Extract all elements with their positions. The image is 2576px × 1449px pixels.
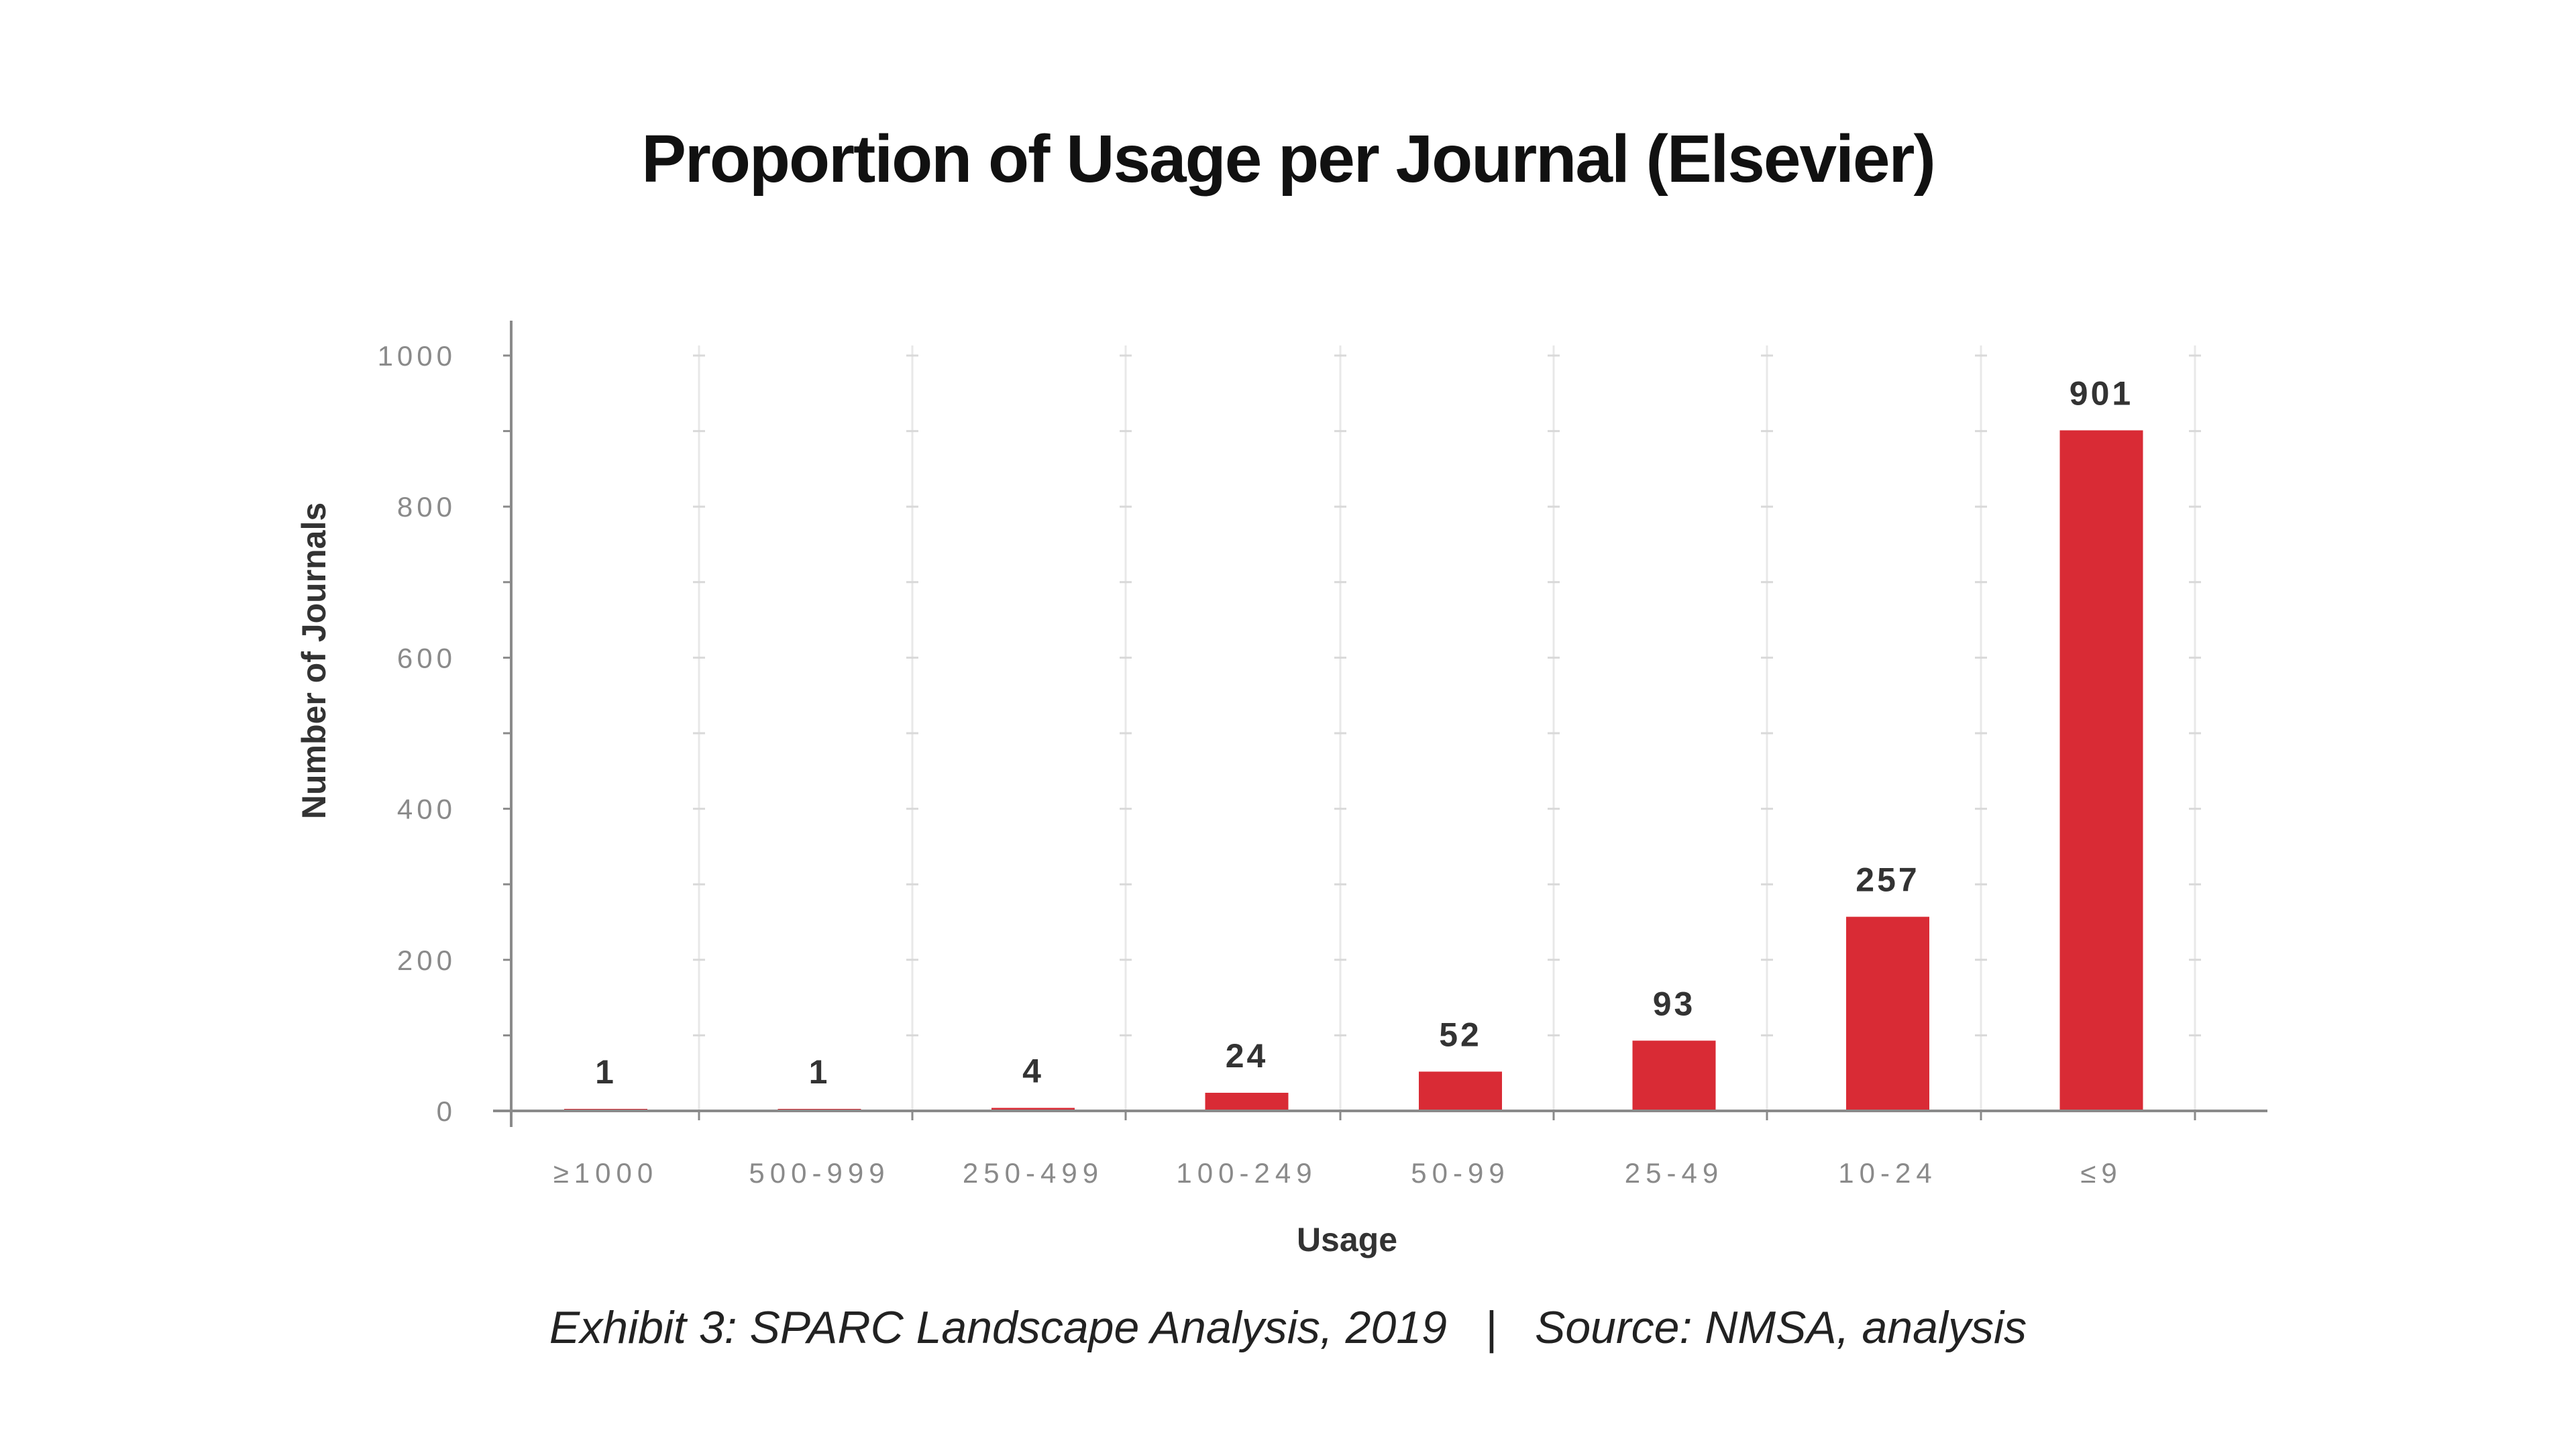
y-tick-label: 400 <box>397 794 456 825</box>
bar <box>1632 1040 1716 1111</box>
bar <box>1205 1092 1289 1111</box>
bar <box>2059 430 2143 1111</box>
caption-exhibit: Exhibit 3: SPARC Landscape Analysis, 201… <box>549 1302 1447 1353</box>
bar-value-label: 52 <box>1439 1016 1482 1053</box>
y-tick-labels: 0 200 400 600 800 1000 <box>378 340 456 1127</box>
x-tick-label: 250-499 <box>963 1157 1104 1189</box>
bars <box>564 430 2143 1111</box>
caption-separator: | <box>1485 1302 1497 1353</box>
caption-source: Source: NMSA, analysis <box>1534 1302 2027 1353</box>
x-tick-label: ≤9 <box>2080 1157 2122 1189</box>
bar-value-label: 1 <box>595 1053 616 1091</box>
x-axis-label: Usage <box>1297 1221 1397 1258</box>
y-tick-label: 1000 <box>378 340 456 372</box>
bar-value-label: 257 <box>1856 861 1919 899</box>
data-labels: 1 1 4 24 52 93 257 901 <box>595 374 2133 1091</box>
y-tick-label: 600 <box>397 642 456 674</box>
grid <box>693 345 2201 1112</box>
x-tick-label: 10-24 <box>1838 1157 1937 1189</box>
y-tick-label: 0 <box>437 1095 456 1127</box>
chart-title: Proportion of Usage per Journal (Elsevie… <box>641 121 1936 197</box>
bar-value-label: 901 <box>2070 374 2133 412</box>
bar <box>1419 1071 1502 1111</box>
y-axis-label: Number of Journals <box>295 502 333 819</box>
x-tick-label: ≥1000 <box>553 1157 658 1189</box>
x-tick-label: 50-99 <box>1411 1157 1509 1189</box>
bar-value-label: 1 <box>809 1053 830 1091</box>
bar <box>991 1108 1075 1111</box>
x-tick-label: 25-49 <box>1625 1157 1723 1189</box>
bar-value-label: 93 <box>1653 985 1696 1022</box>
x-tick-label: 100-249 <box>1176 1157 1317 1189</box>
caption: Exhibit 3: SPARC Landscape Analysis, 201… <box>0 1301 2576 1354</box>
y-tick-label: 800 <box>397 491 456 523</box>
bar-value-label: 4 <box>1022 1052 1044 1089</box>
y-tick-label: 200 <box>397 945 456 976</box>
x-tick-labels: ≥1000 500-999 250-499 100-249 50-99 25-49 10-2… <box>553 1157 2122 1189</box>
x-tick-label: 500-999 <box>749 1157 890 1189</box>
bar-value-label: 24 <box>1226 1037 1269 1075</box>
axes <box>493 321 2267 1127</box>
bar <box>1846 916 1929 1111</box>
